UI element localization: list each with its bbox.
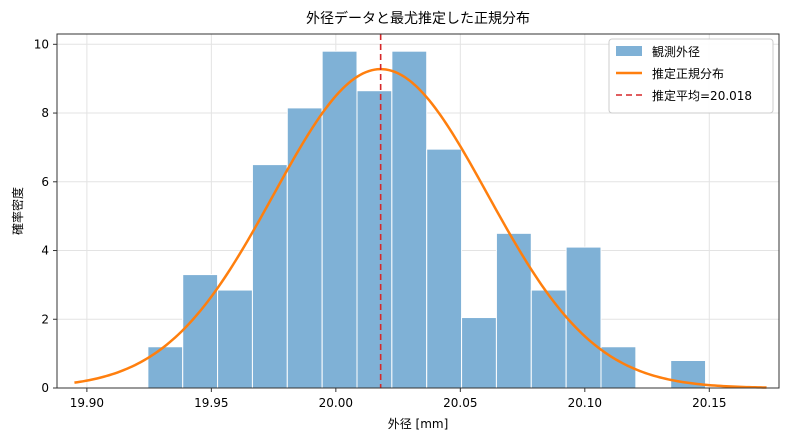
legend-histogram-label: 観測外径: [652, 45, 700, 59]
histogram-bar: [251, 164, 288, 389]
y-axis-label: 確率密度: [10, 187, 25, 235]
x-tick-label: 20.10: [568, 396, 602, 410]
y-tick-label: 8: [41, 106, 49, 120]
x-tick-label: 19.90: [70, 396, 104, 410]
y-tick-label: 4: [41, 244, 49, 258]
legend-box: [608, 38, 774, 114]
histogram-bar: [147, 346, 184, 389]
x-tick-label: 19.95: [194, 396, 228, 410]
histogram-bar: [426, 148, 463, 389]
normal-fit-curve: [74, 67, 767, 389]
histogram-bar: [217, 289, 253, 389]
histogram-bar: [565, 246, 602, 389]
histogram-bar: [530, 289, 567, 389]
histogram-bar: [495, 232, 532, 389]
histogram-bar: [391, 50, 428, 389]
legend-normal-fit-label: 推定正規分布: [652, 66, 724, 81]
plot-frame: [56, 33, 780, 389]
histogram-bar: [356, 90, 393, 389]
x-tick-label: 20.15: [692, 396, 726, 410]
x-tick-label: 20.00: [319, 396, 353, 410]
y-tick-label: 0: [41, 381, 49, 395]
y-tick-label: 6: [41, 175, 49, 189]
histogram-bar: [286, 107, 323, 389]
x-axis-label: 外径 [mm]: [388, 417, 449, 431]
y-tick-label: 10: [34, 37, 49, 51]
y-tick-label: 2: [41, 312, 49, 326]
histogram-bar: [182, 274, 219, 389]
legend-mean-line-label: 推定平均=20.018: [652, 88, 752, 103]
histogram-bar: [461, 317, 497, 389]
y-axis-ticks: 0 2 4 6 8 10: [34, 37, 57, 395]
legend-histogram-swatch: [616, 46, 642, 56]
legend: 観測外径 推定正規分布 推定平均=20.018: [608, 38, 774, 114]
histogram-bar: [321, 50, 358, 389]
chart-title: 外径データと最尤推定した正規分布: [306, 10, 530, 27]
x-tick-label: 20.05: [443, 396, 477, 410]
x-axis-ticks: 19.90 19.95 20.00 20.05 20.10 20.15: [70, 388, 726, 410]
